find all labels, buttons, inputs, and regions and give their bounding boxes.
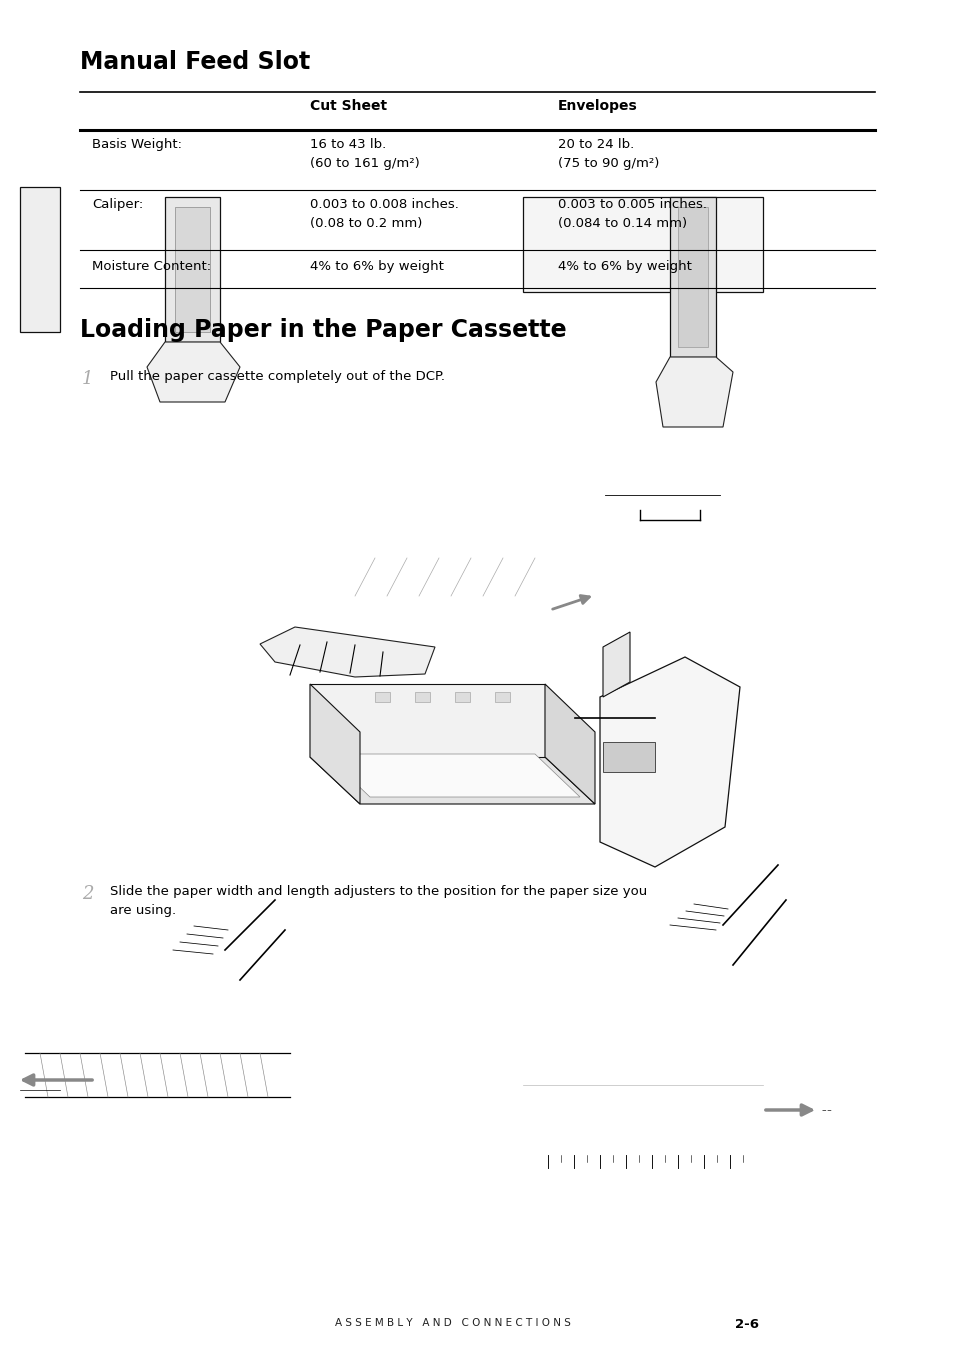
Polygon shape — [544, 684, 595, 804]
Text: Slide the paper width and length adjusters to the position for the paper size yo: Slide the paper width and length adjuste… — [110, 886, 646, 917]
Polygon shape — [180, 342, 205, 357]
Text: Pull the paper cassette completely out of the DCP.: Pull the paper cassette completely out o… — [110, 370, 444, 383]
Text: 0.003 to 0.008 inches.
(0.08 to 0.2 mm): 0.003 to 0.008 inches. (0.08 to 0.2 mm) — [310, 197, 458, 230]
Text: Caliper:: Caliper: — [91, 197, 143, 211]
Polygon shape — [522, 197, 762, 292]
Text: A S S E M B L Y   A N D   C O N N E C T I O N S: A S S E M B L Y A N D C O N N E C T I O … — [335, 1318, 570, 1328]
Text: Envelopes: Envelopes — [558, 99, 638, 114]
Polygon shape — [375, 692, 390, 702]
Polygon shape — [325, 754, 579, 796]
Polygon shape — [310, 684, 359, 804]
Polygon shape — [669, 197, 716, 357]
Text: 2: 2 — [82, 886, 93, 903]
Text: 4% to 6% by weight: 4% to 6% by weight — [558, 260, 691, 273]
Polygon shape — [310, 684, 544, 757]
Polygon shape — [602, 742, 655, 772]
Text: 20 to 24 lb.
(75 to 90 g/m²): 20 to 24 lb. (75 to 90 g/m²) — [558, 138, 659, 169]
Polygon shape — [678, 207, 707, 347]
Text: 4% to 6% by weight: 4% to 6% by weight — [310, 260, 443, 273]
Polygon shape — [602, 631, 629, 698]
Polygon shape — [656, 357, 732, 427]
Text: 1: 1 — [82, 370, 93, 388]
Polygon shape — [310, 757, 595, 804]
Polygon shape — [147, 342, 240, 402]
Text: 0.003 to 0.005 inches.
(0.084 to 0.14 mm): 0.003 to 0.005 inches. (0.084 to 0.14 mm… — [558, 197, 706, 230]
Polygon shape — [495, 692, 510, 702]
Text: Moisture Content:: Moisture Content: — [91, 260, 211, 273]
Polygon shape — [260, 627, 435, 677]
Text: 2-6: 2-6 — [734, 1318, 759, 1330]
Text: Basis Weight:: Basis Weight: — [91, 138, 182, 151]
Polygon shape — [455, 692, 470, 702]
Polygon shape — [20, 187, 60, 333]
Text: Cut Sheet: Cut Sheet — [310, 99, 387, 114]
Text: Manual Feed Slot: Manual Feed Slot — [80, 50, 310, 74]
Text: 16 to 43 lb.
(60 to 161 g/m²): 16 to 43 lb. (60 to 161 g/m²) — [310, 138, 419, 169]
Polygon shape — [415, 692, 430, 702]
Polygon shape — [165, 197, 220, 342]
Polygon shape — [174, 207, 210, 333]
Polygon shape — [599, 657, 740, 867]
Text: Loading Paper in the Paper Cassette: Loading Paper in the Paper Cassette — [80, 318, 566, 342]
